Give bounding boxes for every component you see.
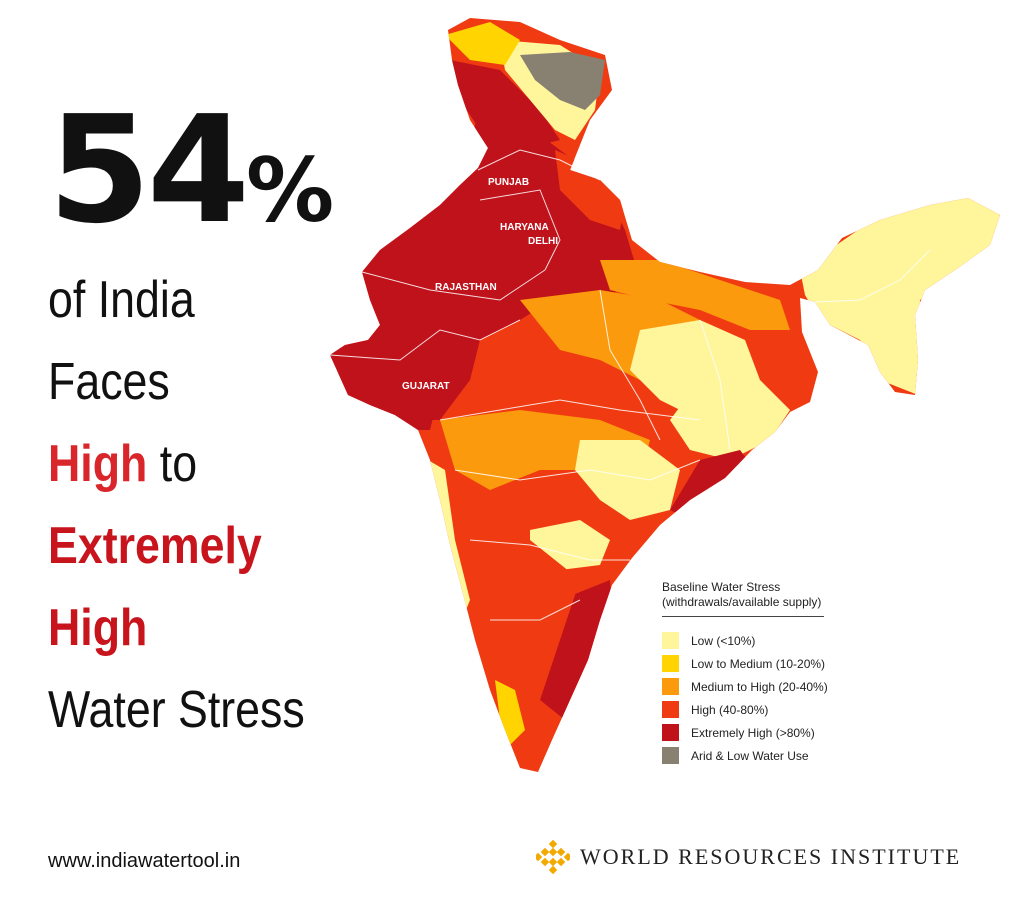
legend-swatch bbox=[662, 701, 679, 718]
wri-logo: WORLD RESOURCES INSTITUTE bbox=[536, 840, 961, 874]
legend-item: Low to Medium (10-20%) bbox=[662, 652, 862, 675]
wri-name: WORLD RESOURCES INSTITUTE bbox=[580, 844, 962, 869]
headline-percent-sign: % bbox=[245, 139, 334, 242]
region-gujarat-extremely-high bbox=[330, 340, 440, 430]
wri-logo-icon bbox=[536, 840, 570, 874]
label-gujarat: GUJARAT bbox=[402, 381, 450, 392]
legend-swatch bbox=[662, 678, 679, 695]
legend-swatch bbox=[662, 655, 679, 672]
legend-item: Medium to High (20-40%) bbox=[662, 675, 862, 698]
region-kerala-low-medium bbox=[495, 680, 525, 745]
headline-line-high: High bbox=[48, 599, 148, 657]
legend-swatch bbox=[662, 747, 679, 764]
region-ladakh-arid bbox=[520, 52, 605, 110]
headline-line-of-india: of India bbox=[48, 271, 195, 329]
legend-items: Low (<10%) Low to Medium (10-20%) Medium t… bbox=[662, 629, 862, 767]
legend-title: Baseline Water Stress bbox=[662, 580, 781, 594]
footer-url[interactable]: www.indiawatertool.in bbox=[48, 850, 241, 872]
headline-percentage: 54% bbox=[48, 96, 378, 244]
region-kashmir-low-medium bbox=[445, 22, 520, 65]
legend-swatch bbox=[662, 724, 679, 741]
headline-high-word: High bbox=[48, 435, 148, 493]
india-water-stress-map: PUNJAB HARYANA DELHI RAJASTHAN GUJARAT bbox=[329, 18, 1000, 772]
region-jk-extremely-high bbox=[450, 60, 560, 150]
headline-line-extremely: Extremely bbox=[48, 517, 262, 575]
label-rajasthan: RAJASTHAN bbox=[435, 282, 497, 293]
headline: 54% of India Faces High to Extremely Hig… bbox=[48, 96, 378, 766]
headline-to-word: to bbox=[147, 435, 198, 493]
legend-item: Arid & Low Water Use bbox=[662, 744, 862, 767]
region-south-high bbox=[460, 520, 580, 740]
legend-item: Low (<10%) bbox=[662, 629, 862, 652]
legend-label: Extremely High (>80%) bbox=[691, 725, 815, 740]
legend-label: Arid & Low Water Use bbox=[691, 748, 809, 763]
label-punjab: PUNJAB bbox=[488, 177, 529, 188]
map-legend: Baseline Water Stress (withdrawals/avail… bbox=[662, 580, 862, 767]
legend-subtitle: (withdrawals/available supply) bbox=[662, 595, 822, 609]
headline-line-faces: Faces bbox=[48, 353, 170, 411]
legend-divider bbox=[662, 616, 824, 617]
region-deccan-low bbox=[575, 440, 680, 520]
region-east-medium-high bbox=[600, 260, 790, 330]
legend-label: High (40-80%) bbox=[691, 702, 769, 717]
legend-swatch bbox=[662, 632, 679, 649]
region-northeast-low bbox=[800, 195, 1000, 395]
headline-number: 54 bbox=[48, 84, 250, 256]
headline-line-water-stress: Water Stress bbox=[48, 681, 305, 739]
legend-item: High (40-80%) bbox=[662, 698, 862, 721]
label-delhi: DELHI bbox=[528, 236, 558, 247]
legend-label: Low (<10%) bbox=[691, 633, 756, 648]
legend-label: Medium to High (20-40%) bbox=[691, 679, 828, 694]
label-haryana: HARYANA bbox=[500, 222, 549, 233]
state-boundaries bbox=[329, 149, 931, 621]
legend-item: Extremely High (>80%) bbox=[662, 721, 862, 744]
map-labels: PUNJAB HARYANA DELHI RAJASTHAN GUJARAT bbox=[402, 177, 558, 392]
headline-line-high-to: High to bbox=[48, 438, 332, 520]
region-east-low bbox=[670, 380, 790, 460]
legend-label: Low to Medium (10-20%) bbox=[691, 656, 826, 671]
